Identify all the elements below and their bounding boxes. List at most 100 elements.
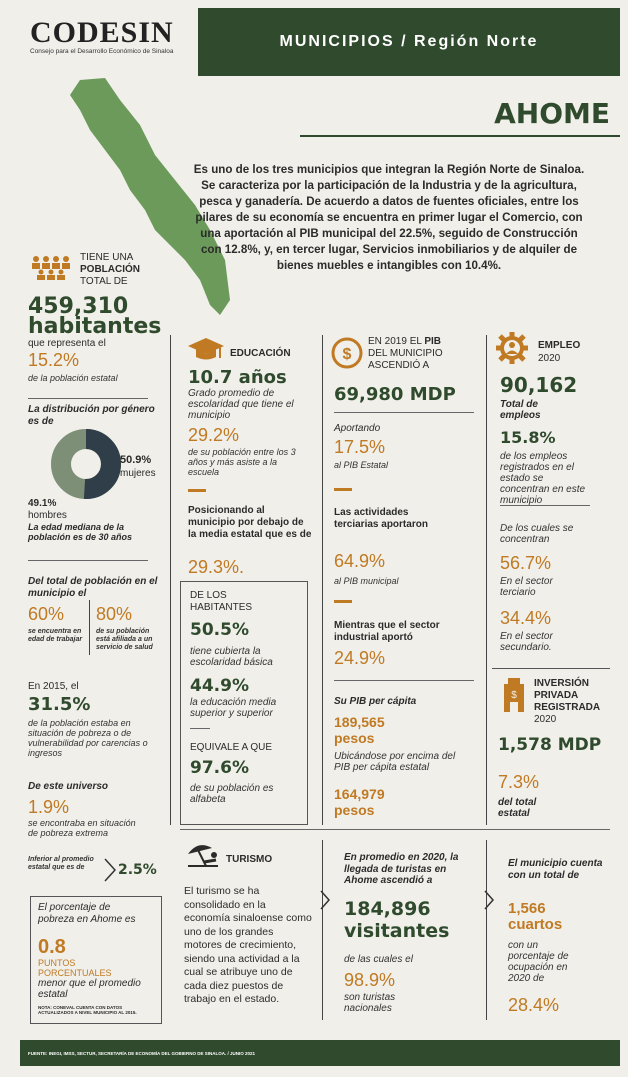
rooms-unit: cuartos — [508, 916, 563, 933]
tertiary-pct: 64.9% — [334, 551, 386, 571]
poverty-box-text: El porcentaje de pobreza en Ahome es — [38, 902, 136, 925]
population-head-2: POBLACIÓN — [80, 264, 140, 275]
poverty-box-unit: PUNTOS PORCENTUALES — [38, 958, 112, 978]
investment-pct-note: del total estatal — [498, 797, 537, 819]
women-slice — [51, 429, 121, 499]
literate-note: de su población es alfabeta — [190, 783, 274, 805]
investment-value: 1,578 MDP — [498, 735, 602, 755]
registered-pct: 15.8% — [500, 428, 556, 447]
extreme-note: se encontraba en situación de pobreza ex… — [28, 818, 136, 838]
investment-pct: 7.3% — [498, 772, 540, 792]
emp-tertiary-note: En el sector terciario — [500, 576, 553, 598]
investment-head-2: PRIVADA — [534, 690, 579, 701]
population-unit: habitantes — [28, 314, 162, 339]
population-rep-pct: 15.2% — [28, 350, 80, 370]
education-title: EDUCACIÓN — [230, 348, 291, 359]
arrivals-title: En promedio en 2020, la llegada de turis… — [344, 852, 459, 886]
tourism-title: TURISMO — [226, 854, 273, 865]
tertiary-title: Las actividades terciarias aportaron — [334, 507, 428, 530]
gender-donut-chart — [51, 429, 121, 499]
industrial-title: Mientras que el sector industrial aportó — [334, 620, 440, 643]
employment-conc: De los cuales se concentran — [500, 523, 574, 545]
pib-contrib-label: Aportando — [334, 423, 381, 434]
pib-head: EN 2019 EL PIB DEL MUNICIPIO ASCENDIÓ A — [368, 336, 458, 372]
sinaloa-map-icon — [70, 78, 230, 315]
percap-title: Su PIB per cápita — [334, 696, 417, 707]
column-separator — [486, 840, 487, 1020]
rooms-value: 1,566 — [508, 900, 546, 917]
column-separator — [322, 840, 323, 1020]
literate-pct: 97.6% — [190, 758, 249, 778]
divider — [334, 412, 474, 413]
employment-year: 2020 — [538, 353, 561, 364]
employment-value: 90,162 — [500, 373, 578, 397]
pib-head-3: DEL MUNICIPIO ASCENDIÓ A — [368, 348, 443, 371]
investment-head-4: 2020 — [534, 714, 557, 725]
equivalent-label: EQUIVALE A QUE — [190, 742, 273, 753]
pib-contrib-note: al PIB Estatal — [334, 460, 389, 470]
occupancy-pct: 28.4% — [508, 995, 560, 1015]
accent-rule — [188, 489, 206, 492]
header-title: MUNICIPIOS / Región Norte — [279, 33, 539, 50]
investment-head: INVERSIÓN PRIVADA REGISTRADA 2020 — [534, 678, 600, 726]
upper-note: la educación media superior y superior — [190, 697, 277, 719]
accent-rule — [334, 488, 352, 491]
investment-head-3: REGISTRADA — [534, 702, 601, 713]
state-percap-value: 164,979 pesos — [334, 786, 385, 818]
men-pct: 49.1% — [28, 498, 57, 509]
divider — [500, 505, 590, 506]
pib-head-1: EN 2019 EL — [368, 336, 422, 347]
lower-note: Inferior al promedio estatal que es de — [28, 856, 94, 871]
poverty-universe: De este universo — [28, 781, 109, 792]
poverty-footnote: NOTA: CONEVAL CUENTA CON DATOS ACTUALIZA… — [38, 1005, 137, 1015]
school-pct: 29.2% — [188, 425, 240, 445]
divider — [28, 398, 148, 399]
poverty-box-note: menor que el promedio estatal — [38, 978, 141, 1000]
percap-note: Ubicándose por encima del PIB per cápita… — [334, 751, 456, 773]
emp-secondary-pct: 34.4% — [500, 608, 552, 628]
emp-tertiary-pct: 56.7% — [500, 553, 552, 573]
divider — [180, 829, 610, 830]
percap-value: 189,565 pesos — [334, 714, 385, 746]
divider — [190, 728, 210, 729]
gear-person-icon — [496, 332, 528, 364]
poverty-desc: de la población estaba en situación de p… — [28, 718, 148, 758]
people-icon — [32, 256, 70, 280]
visitors-of-which: de las cuales el — [344, 954, 413, 965]
column-separator — [486, 335, 487, 825]
below-average-title: Posicionando al municipio por debajo de … — [188, 505, 312, 540]
employment-head: EMPLEO — [538, 340, 581, 351]
median-age: La edad mediana de la población es de 30… — [28, 522, 133, 542]
pib-contrib-pct: 17.5% — [334, 437, 386, 457]
poverty-year: En 2015, el — [28, 681, 79, 692]
intro-text: Es uno de los tres municipios que integr… — [193, 163, 585, 272]
title-rule — [300, 135, 620, 137]
occupancy-note: con un porcentaje de ocupación en 2020 d… — [508, 940, 569, 984]
population-head-3: TOTAL DE — [80, 276, 128, 287]
emp-secondary-note: En el sector secundario. — [500, 631, 553, 653]
population-rep-label: que representa el — [28, 338, 106, 349]
pib-value: 69,980 MDP — [334, 384, 456, 405]
money-bag-icon: $ — [331, 337, 363, 369]
employment-label: Total de empleos — [500, 399, 541, 421]
inhabitants-box-head: DE LOS HABITANTES — [190, 590, 253, 613]
education-years: 10.7 años — [188, 367, 287, 388]
pib-head-2: PIB — [424, 336, 442, 347]
poverty-box-value: 0.8 — [38, 936, 66, 958]
education-years-note: Grado promedio de escolaridad que tiene … — [188, 388, 294, 421]
population-head: TIENE UNA POBLACIÓN TOTAL DE — [80, 252, 140, 288]
footer-source: FUENTE: INEGI, IMSS, SECTUR, SECRETARÍA … — [28, 1050, 256, 1056]
health-pct: 80% — [96, 604, 133, 624]
inhabitants-box — [180, 581, 308, 825]
gender-title: La distribución por género es de — [28, 404, 155, 427]
accent-rule — [334, 600, 352, 603]
rooms-title: El municipio cuenta con un total de — [508, 858, 603, 881]
work-note: se encuentra en edad de trabajar — [28, 628, 83, 643]
graduation-cap-icon — [188, 338, 224, 360]
separator — [89, 600, 90, 655]
investment-head-1: INVERSIÓN — [534, 678, 590, 689]
national-note: son turistas nacionales — [344, 992, 396, 1014]
column-separator — [322, 335, 323, 825]
brand-tagline: Consejo para el Desarrollo Económico de … — [30, 48, 174, 55]
industrial-pct: 24.9% — [334, 648, 386, 668]
